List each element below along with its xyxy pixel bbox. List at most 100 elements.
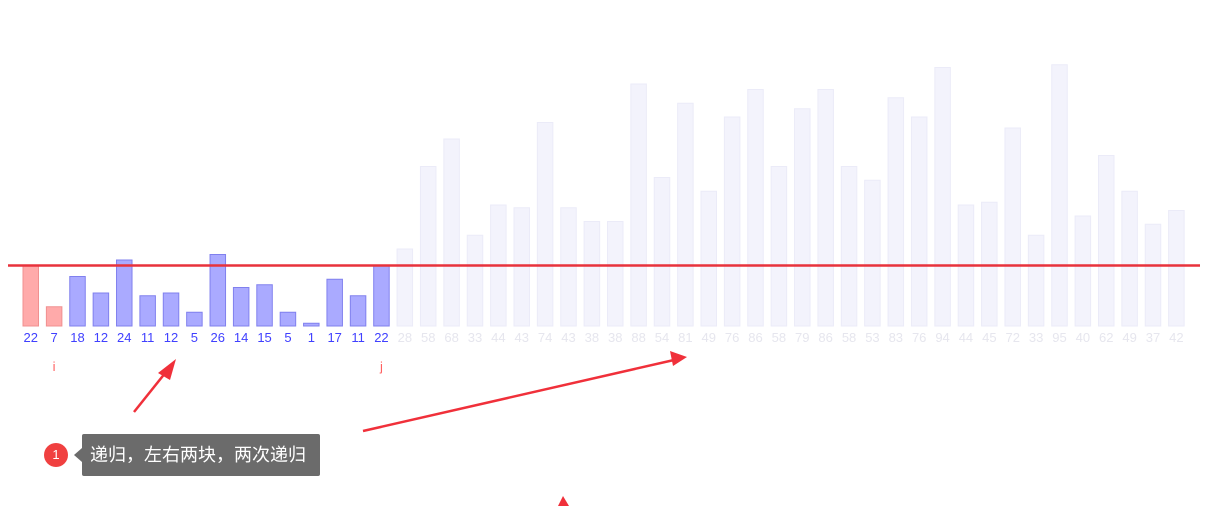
bar-value-label: 45 bbox=[982, 330, 996, 345]
bar bbox=[116, 259, 133, 327]
bar bbox=[303, 322, 320, 327]
bar-value-label: 11 bbox=[351, 330, 365, 345]
bar bbox=[349, 295, 367, 327]
bar bbox=[232, 287, 250, 327]
bar bbox=[186, 311, 203, 327]
arrow-right-head bbox=[670, 351, 687, 366]
value-labels-group: 22 7 18 12 24 11 12 5 26 14 15 5 1 17 11 22 28 58 68 33 44 43… bbox=[24, 330, 1184, 345]
bar bbox=[69, 276, 86, 327]
bar bbox=[887, 97, 905, 327]
arrow-left-shaft bbox=[133, 371, 167, 413]
bar-value-label: 79 bbox=[795, 330, 809, 345]
bar-value-label: 43 bbox=[514, 330, 528, 345]
bar bbox=[209, 254, 227, 327]
bars-group bbox=[22, 64, 1185, 327]
bar-value-label: 38 bbox=[608, 330, 622, 345]
bar bbox=[162, 292, 180, 327]
bar-value-label: 74 bbox=[538, 330, 552, 345]
arrow-stray-head bbox=[558, 496, 569, 506]
bar bbox=[1051, 64, 1068, 327]
bar-value-label: 18 bbox=[70, 330, 84, 345]
bar-value-label: 7 bbox=[51, 330, 58, 345]
arrow-right-shaft bbox=[362, 358, 675, 433]
bar bbox=[1027, 234, 1045, 327]
bar-value-label: 62 bbox=[1099, 330, 1113, 345]
bar-value-label: 72 bbox=[1005, 330, 1019, 345]
bar bbox=[677, 102, 694, 327]
bar-value-label: 94 bbox=[935, 330, 949, 345]
annotation-text: 递归，左右两块，两次递归 bbox=[82, 434, 320, 476]
bar-value-label: 54 bbox=[655, 330, 669, 345]
bar bbox=[443, 138, 460, 327]
bar-value-label: 58 bbox=[772, 330, 786, 345]
bar-value-label: 33 bbox=[1029, 330, 1043, 345]
bar-value-label: 83 bbox=[889, 330, 903, 345]
bar-value-label: 88 bbox=[631, 330, 645, 345]
annotation-number-badge: 1 bbox=[44, 443, 68, 467]
bar-value-label: 44 bbox=[959, 330, 973, 345]
bar-value-label: 33 bbox=[468, 330, 482, 345]
bar-value-label: 5 bbox=[191, 330, 198, 345]
bar bbox=[747, 89, 764, 327]
bar-value-label: 49 bbox=[1122, 330, 1136, 345]
bar bbox=[840, 166, 858, 327]
bar-value-label: 58 bbox=[842, 330, 856, 345]
bar-value-label: 81 bbox=[678, 330, 692, 345]
bar-value-label: 49 bbox=[702, 330, 716, 345]
bar-value-label: 58 bbox=[421, 330, 435, 345]
bar bbox=[934, 67, 951, 327]
bar bbox=[981, 201, 998, 327]
annotation-arrows bbox=[133, 351, 687, 506]
bar bbox=[1121, 190, 1138, 327]
bar-value-label: 86 bbox=[748, 330, 762, 345]
bar-value-label: 76 bbox=[912, 330, 926, 345]
bar-value-label: 1 bbox=[308, 330, 315, 345]
bar-value-label: 86 bbox=[818, 330, 832, 345]
bar-value-label: 15 bbox=[257, 330, 271, 345]
bar bbox=[723, 116, 741, 327]
bar bbox=[607, 221, 624, 327]
bar-value-label: 12 bbox=[164, 330, 178, 345]
bar bbox=[770, 166, 788, 327]
bar bbox=[22, 265, 39, 327]
bar bbox=[139, 295, 156, 327]
bar bbox=[513, 207, 530, 327]
bar bbox=[1097, 155, 1115, 327]
bar bbox=[326, 278, 343, 327]
bar bbox=[466, 234, 484, 327]
bar-value-label: 28 bbox=[398, 330, 412, 345]
bar bbox=[536, 122, 554, 327]
bar bbox=[45, 306, 63, 327]
bar bbox=[630, 83, 647, 327]
bar-value-label: 76 bbox=[725, 330, 739, 345]
bar-value-label: 11 bbox=[141, 330, 155, 345]
bar bbox=[560, 207, 577, 327]
callout-pointer bbox=[74, 448, 82, 462]
arrow-left-head bbox=[158, 359, 176, 380]
bar bbox=[1074, 215, 1092, 327]
bar-value-label: 5 bbox=[284, 330, 291, 345]
bar bbox=[419, 166, 437, 327]
bar bbox=[700, 190, 718, 327]
pointer-marker-i: i bbox=[53, 359, 56, 374]
bar-value-label: 22 bbox=[24, 330, 38, 345]
bar-value-label: 68 bbox=[444, 330, 458, 345]
bar bbox=[1004, 127, 1021, 327]
bar-value-label: 22 bbox=[374, 330, 388, 345]
bar bbox=[1144, 223, 1162, 327]
bar-value-label: 12 bbox=[94, 330, 108, 345]
bar bbox=[1168, 210, 1185, 327]
bar bbox=[256, 284, 273, 327]
bar bbox=[279, 311, 297, 327]
bar bbox=[794, 108, 811, 327]
pointer-marker-j: j bbox=[379, 359, 383, 374]
bar-value-label: 40 bbox=[1076, 330, 1090, 345]
bar-value-label: 38 bbox=[585, 330, 599, 345]
bar bbox=[910, 116, 928, 327]
bar bbox=[583, 221, 601, 327]
bar bbox=[373, 265, 390, 327]
bar bbox=[396, 248, 414, 327]
bar-value-label: 24 bbox=[117, 330, 131, 345]
